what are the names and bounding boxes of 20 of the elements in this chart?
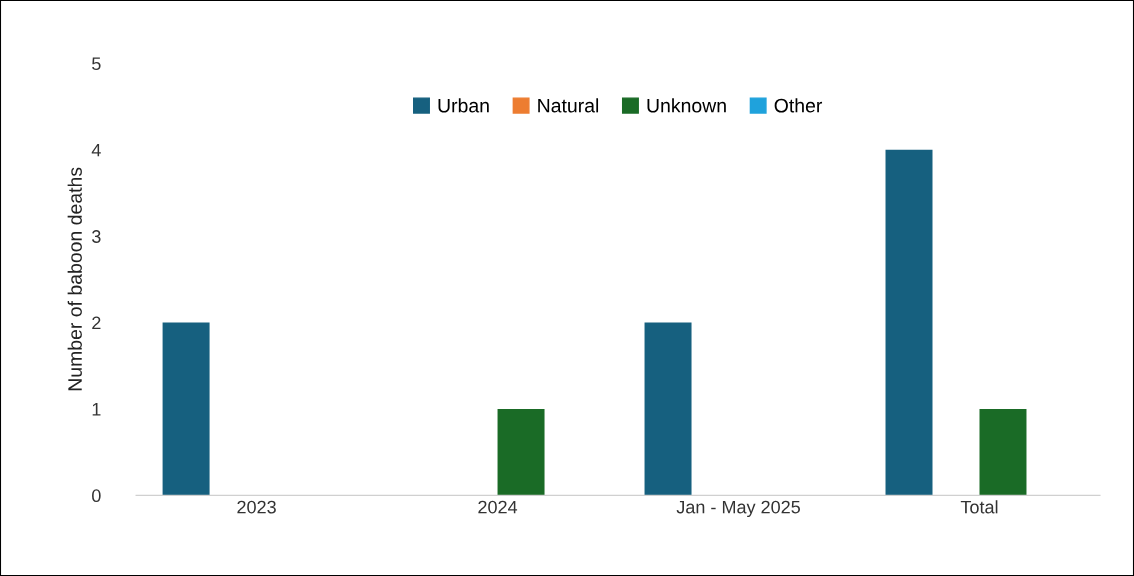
bar [644,322,692,496]
x-tick-label: Total [960,500,998,514]
bar [885,149,933,496]
legend-label: Urban [438,98,489,113]
y-tick-label: 1 [92,403,101,416]
y-tick-label: 3 [92,230,101,243]
x-tick-label: 2024 [478,500,518,514]
bar [979,408,1027,496]
x-tick-label: 2023 [237,500,276,514]
legend-label: Other [774,98,823,113]
bar [162,322,210,496]
legend-label: Natural [538,98,599,113]
y-tick-label: 2 [92,316,101,330]
bar [497,408,545,496]
legend-label: Unknown [647,98,726,113]
y-tick-label: 0 [92,489,101,503]
y-tick-label: 5 [92,57,101,71]
y-tick-label: 4 [91,143,101,157]
y-axis-title: Number of baboon deaths [67,167,82,391]
x-tick-label: Jan - May 2025 [676,500,800,518]
